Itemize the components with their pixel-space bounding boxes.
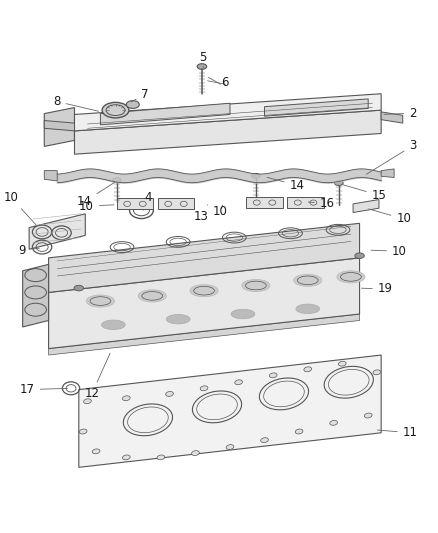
Polygon shape xyxy=(353,199,379,213)
Ellipse shape xyxy=(296,304,320,313)
Ellipse shape xyxy=(126,101,139,108)
Text: 17: 17 xyxy=(20,383,67,396)
Ellipse shape xyxy=(123,396,130,401)
Polygon shape xyxy=(247,197,283,208)
Polygon shape xyxy=(74,94,381,131)
Ellipse shape xyxy=(261,438,268,442)
Text: 10: 10 xyxy=(213,205,228,217)
Text: 2: 2 xyxy=(384,107,417,120)
Polygon shape xyxy=(49,258,360,349)
Ellipse shape xyxy=(295,429,303,434)
Polygon shape xyxy=(265,99,368,116)
Polygon shape xyxy=(117,198,153,209)
Text: 6: 6 xyxy=(221,76,229,90)
Ellipse shape xyxy=(304,367,311,372)
Polygon shape xyxy=(44,108,74,147)
Ellipse shape xyxy=(113,177,121,182)
Ellipse shape xyxy=(166,391,173,397)
Ellipse shape xyxy=(235,380,243,385)
Ellipse shape xyxy=(197,64,207,69)
Polygon shape xyxy=(100,103,230,125)
Polygon shape xyxy=(381,169,394,177)
Ellipse shape xyxy=(355,253,364,259)
Text: 14: 14 xyxy=(77,182,114,208)
Polygon shape xyxy=(49,314,360,355)
Ellipse shape xyxy=(123,455,130,460)
Ellipse shape xyxy=(373,370,381,375)
Text: 14: 14 xyxy=(267,177,304,192)
Ellipse shape xyxy=(79,429,87,434)
Text: 5: 5 xyxy=(200,51,207,68)
Text: 10: 10 xyxy=(369,209,411,225)
Ellipse shape xyxy=(102,102,129,118)
Text: 13: 13 xyxy=(193,205,208,223)
Ellipse shape xyxy=(74,285,84,291)
Ellipse shape xyxy=(335,181,343,185)
Ellipse shape xyxy=(166,314,190,324)
Polygon shape xyxy=(74,110,381,154)
Ellipse shape xyxy=(84,399,91,403)
Text: 10: 10 xyxy=(4,191,36,225)
Ellipse shape xyxy=(191,451,199,456)
Polygon shape xyxy=(29,214,85,249)
Ellipse shape xyxy=(102,320,125,329)
Ellipse shape xyxy=(294,274,322,286)
Ellipse shape xyxy=(226,445,234,449)
Text: 10: 10 xyxy=(371,245,407,258)
Ellipse shape xyxy=(86,295,114,307)
Polygon shape xyxy=(44,171,57,181)
Text: 8: 8 xyxy=(53,95,99,111)
Text: 9: 9 xyxy=(19,244,39,256)
Ellipse shape xyxy=(190,285,218,297)
Ellipse shape xyxy=(138,290,166,302)
Text: 19: 19 xyxy=(361,282,393,295)
Ellipse shape xyxy=(251,173,260,178)
Text: 12: 12 xyxy=(84,353,110,400)
Ellipse shape xyxy=(337,271,365,283)
Polygon shape xyxy=(287,197,324,208)
Polygon shape xyxy=(49,223,360,293)
Text: 10: 10 xyxy=(79,199,114,213)
Polygon shape xyxy=(44,120,74,131)
Text: 16: 16 xyxy=(308,197,335,211)
Ellipse shape xyxy=(231,309,255,319)
Polygon shape xyxy=(79,355,381,467)
Ellipse shape xyxy=(339,361,346,366)
Polygon shape xyxy=(381,112,403,123)
Ellipse shape xyxy=(92,449,100,454)
Polygon shape xyxy=(158,198,194,209)
Ellipse shape xyxy=(200,386,208,391)
Ellipse shape xyxy=(330,421,338,425)
Ellipse shape xyxy=(364,413,372,418)
Text: 15: 15 xyxy=(342,184,386,201)
Polygon shape xyxy=(23,264,49,327)
Text: 7: 7 xyxy=(131,88,149,102)
Ellipse shape xyxy=(269,373,277,378)
Ellipse shape xyxy=(157,455,165,460)
Text: 4: 4 xyxy=(144,191,152,211)
Text: 11: 11 xyxy=(378,426,418,439)
Ellipse shape xyxy=(242,279,270,292)
Text: 3: 3 xyxy=(366,139,417,174)
